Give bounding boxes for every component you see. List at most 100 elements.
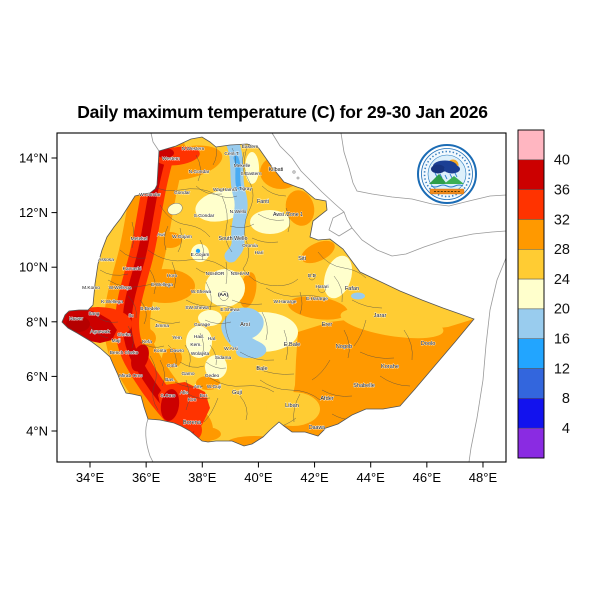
x-tick-label: 46°E (413, 470, 442, 485)
region-label: Metekel (131, 236, 148, 242)
island (296, 176, 300, 180)
region-label: Maji (112, 338, 121, 344)
region-label: W.Gondar (139, 192, 161, 198)
y-tick-label: 8°N (26, 314, 48, 329)
yemen-coastline (340, 132, 507, 207)
region-label: Erer (322, 322, 333, 328)
colorbar-segment (517, 427, 545, 459)
region-label: Bur. (200, 393, 209, 399)
region-label: Doolo (421, 341, 436, 347)
region-label: Gofa (167, 363, 178, 369)
region-label: S.Gondar (194, 213, 215, 219)
region-label: (AA) (218, 292, 229, 298)
region-label: E.Shewa (220, 307, 240, 313)
ethiopian-meteorology-institute-logo (417, 144, 477, 204)
colorbar-label: 8 (562, 391, 570, 407)
region-label: Hari (255, 250, 264, 256)
region-label: Jimma (155, 323, 169, 329)
colorbar-border (517, 129, 545, 459)
region-label: NSH/AM (231, 271, 250, 277)
x-tick-label: 34°E (76, 470, 105, 485)
colorbar-label: 4 (562, 421, 570, 437)
region-label: E.Bale (284, 342, 300, 348)
region-label: Had. (194, 334, 204, 340)
y-tick-label: 14°N (19, 151, 48, 166)
region-label: B.Bedele (140, 306, 160, 312)
region-label: Eastern (242, 144, 259, 150)
region-label: Liban (285, 403, 299, 409)
region-label: WagHamra (213, 187, 237, 193)
colorbar-label: 16 (554, 332, 570, 348)
djibouti-border (328, 211, 353, 237)
x-tick-label: 36°E (132, 470, 161, 485)
region-label: Assosa (98, 257, 114, 263)
region-label: Fafan (345, 286, 359, 292)
y-axis-ticks: 14°N 12°N 10°N 8°N 6°N 4°N (19, 151, 57, 439)
region-label: Oromia (242, 243, 258, 249)
colorbar-segment (517, 249, 545, 280)
colorbar-label: 28 (554, 242, 570, 258)
page-title: Daily maximum temperature (C) for 29-30 … (77, 102, 488, 122)
y-tick-label: 10°N (19, 260, 48, 275)
region-label: W.Guji (207, 384, 221, 390)
region-label: Borena (183, 420, 202, 426)
region-label: Bale (256, 366, 267, 372)
region-label: Korahe (381, 364, 399, 370)
neighbor-coastlines (145, 132, 507, 463)
region-label: South Wello (219, 236, 248, 242)
mountain-icon (429, 174, 447, 184)
region-label: Horo (167, 273, 178, 279)
lake-tana (167, 202, 183, 216)
region-label: M.Komo (82, 285, 100, 291)
region-label: Yem (172, 335, 181, 341)
region-label: Siti (298, 256, 306, 262)
region-label: E.Gojam (191, 252, 210, 258)
region-label: Hal. (208, 336, 217, 342)
region-label: Dawro (170, 348, 184, 354)
region-label: Am. (194, 384, 203, 390)
region-label: E.Hararge (306, 296, 328, 302)
logo-banner (429, 188, 465, 195)
colorbar-segment (517, 159, 545, 190)
colorbar-segment (517, 308, 545, 339)
region-label: Kem. (190, 342, 201, 348)
region-label: Gamo (181, 371, 194, 377)
region-label: S.Omo (161, 393, 176, 399)
x-tick-label: 44°E (357, 470, 386, 485)
region-label: Bench Sheko (110, 350, 139, 356)
zone-boundaries (89, 142, 413, 429)
region-label: N.Wello (230, 209, 247, 215)
colorbar-label: 32 (554, 212, 570, 228)
x-tick-label: 40°E (244, 470, 273, 485)
region-label: Ilu (128, 313, 133, 319)
region-label: W.Wellega (109, 285, 132, 291)
somalia-coastline (468, 257, 507, 463)
colorbar-label: 12 (554, 361, 570, 377)
colorbar-segment (517, 368, 545, 399)
region-label: Harari (315, 284, 328, 290)
region-label: Cent.T. (224, 151, 239, 157)
region-label: N.Gondar (189, 169, 210, 175)
region-label: S.Eastern (240, 171, 261, 177)
y-tick-label: 6°N (26, 369, 48, 384)
region-label: Kon (188, 397, 197, 403)
lake-turkana-outline (145, 418, 154, 463)
region-label: Kefa (142, 339, 152, 345)
region-label: Shabelle (353, 383, 375, 389)
region-label: SW.Shewa (185, 305, 209, 311)
colorbar-label: 20 (554, 302, 570, 318)
region-label: Daawa (309, 425, 325, 431)
region-label: Agnewak (90, 329, 110, 335)
region-label: E.Wellega (151, 282, 173, 288)
y-tick-label: 4°N (26, 424, 48, 439)
colorbar-segment (517, 278, 545, 310)
logo-ring-text (423, 150, 471, 198)
water-icon (430, 184, 464, 188)
region-label: Sheka (117, 332, 131, 338)
region-label: W.Gojam (172, 234, 192, 240)
region-label: K.Wellega (101, 299, 123, 305)
x-tick-label: 38°E (188, 470, 217, 485)
region-label: Konta (154, 348, 167, 354)
